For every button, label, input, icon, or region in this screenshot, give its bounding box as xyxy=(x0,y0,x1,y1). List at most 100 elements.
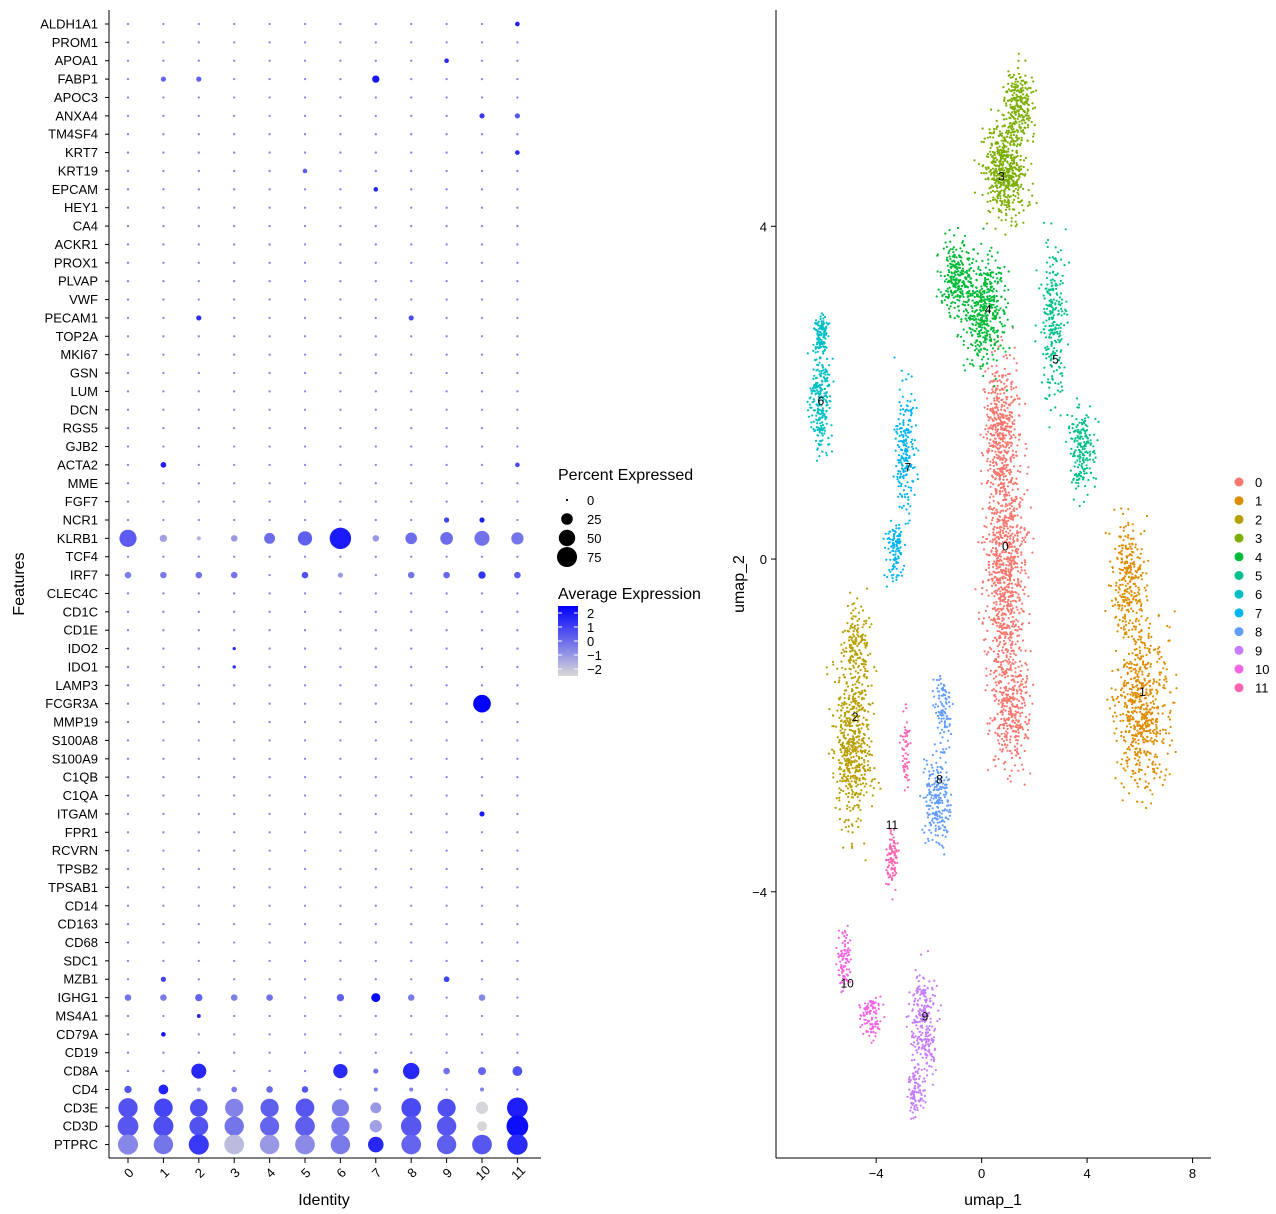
umap-point xyxy=(985,653,988,656)
dot-irf7-1 xyxy=(160,571,167,579)
umap-point xyxy=(1016,98,1019,102)
feature-label-vwf: VWF xyxy=(69,292,98,307)
dot-mzb1-5 xyxy=(303,978,307,981)
umap-point xyxy=(1132,718,1135,721)
umap-point xyxy=(1026,168,1029,171)
dot-dcn-8 xyxy=(410,408,413,411)
umap-point xyxy=(1020,553,1023,556)
dot-apoa1-1 xyxy=(162,59,165,62)
umap-point xyxy=(1023,736,1026,740)
umap-point xyxy=(1130,775,1133,778)
dot-fabp1-6 xyxy=(339,77,342,81)
dot-ms4a1-10 xyxy=(480,1014,484,1018)
umap-point xyxy=(997,345,1000,348)
umap-point xyxy=(852,744,855,747)
umap-point xyxy=(1016,184,1019,187)
umap-point xyxy=(1020,183,1023,186)
umap-point xyxy=(1004,176,1007,179)
umap-point xyxy=(1008,205,1011,208)
umap-point xyxy=(995,272,998,276)
dot-tpsab1-11 xyxy=(516,886,519,889)
umap-point xyxy=(1165,732,1168,735)
umap-point xyxy=(1016,640,1019,643)
umap-point xyxy=(845,681,848,684)
umap-point xyxy=(1032,140,1035,143)
umap-point xyxy=(1135,685,1138,688)
dot-mki67-0 xyxy=(126,353,130,356)
dot-s100a9-8 xyxy=(410,757,413,760)
dot-apoc3-6 xyxy=(339,96,342,99)
umap-point xyxy=(1019,501,1022,504)
umap-point xyxy=(1000,204,1003,207)
umap-point xyxy=(1023,701,1026,704)
umap-point xyxy=(1021,702,1024,705)
umap-point xyxy=(1019,649,1023,652)
dot-c1qb-2 xyxy=(197,776,200,779)
umap-point xyxy=(846,787,850,790)
umap-point xyxy=(988,501,991,504)
umap-point xyxy=(858,766,861,769)
umap-point xyxy=(996,392,999,395)
dot-cd79a-8 xyxy=(410,1033,413,1036)
umap-point xyxy=(851,775,854,778)
umap-point xyxy=(948,286,951,289)
dot-rgs5-7 xyxy=(374,426,377,430)
dot-klrb1-9 xyxy=(440,532,453,545)
dot-sdc1-9 xyxy=(445,959,448,963)
umap-point xyxy=(847,795,850,799)
umap-point xyxy=(1003,392,1006,395)
feature-label-cd163: CD163 xyxy=(58,917,98,932)
umap-point xyxy=(1013,764,1017,767)
umap-point xyxy=(1007,658,1011,661)
umap-point xyxy=(1009,655,1012,658)
umap-point xyxy=(846,685,850,688)
umap-point xyxy=(1001,704,1004,707)
dot-tpsb2-2 xyxy=(197,867,200,871)
umap-point xyxy=(851,640,854,643)
dot-cd163-6 xyxy=(339,922,342,926)
dot-krt19-1 xyxy=(162,169,165,173)
umap-point xyxy=(1024,74,1027,77)
umap-point xyxy=(865,782,868,786)
dot-cd163-4 xyxy=(268,922,271,926)
dot-lum-9 xyxy=(445,390,448,393)
umap-point xyxy=(991,444,994,448)
umap-point xyxy=(1018,176,1021,179)
dot-cd68-4 xyxy=(268,941,271,944)
umap-point xyxy=(852,664,855,667)
umap-point xyxy=(1000,189,1003,192)
umap-point xyxy=(855,791,858,795)
umap-point xyxy=(995,158,999,161)
umap-point xyxy=(870,684,873,687)
umap-point xyxy=(1006,624,1009,627)
umap-point xyxy=(1165,677,1168,680)
umap-point xyxy=(1004,233,1007,236)
umap-point xyxy=(998,475,1001,478)
umap-point xyxy=(1128,542,1131,546)
dot-krt7-11 xyxy=(515,150,520,155)
umap-point xyxy=(1118,544,1121,548)
umap-point xyxy=(1135,576,1138,579)
umap-point xyxy=(987,166,990,169)
umap-point xyxy=(1019,571,1022,574)
umap-point xyxy=(1011,75,1014,79)
umap-point xyxy=(856,703,859,707)
umap-point xyxy=(995,305,999,308)
dot-fgf7-7 xyxy=(374,500,377,503)
umap-point xyxy=(990,549,993,552)
umap-point xyxy=(996,645,999,648)
dot-cd68-7 xyxy=(374,941,377,944)
dot-cd3d-3 xyxy=(224,1116,244,1136)
umap-point xyxy=(1011,607,1015,610)
dot-rgs5-11 xyxy=(516,426,519,430)
dot-gjb2-5 xyxy=(303,445,307,448)
identity-label-0: 0 xyxy=(121,1165,137,1181)
feature-label-fpr1: FPR1 xyxy=(65,825,98,840)
umap-point xyxy=(856,710,859,713)
umap-point xyxy=(1140,604,1143,608)
dot-ncr1-0 xyxy=(126,518,130,522)
dot-tpsab1-4 xyxy=(268,886,271,889)
umap-point xyxy=(873,777,876,781)
umap-point xyxy=(1110,599,1114,602)
umap-point xyxy=(1140,684,1144,687)
